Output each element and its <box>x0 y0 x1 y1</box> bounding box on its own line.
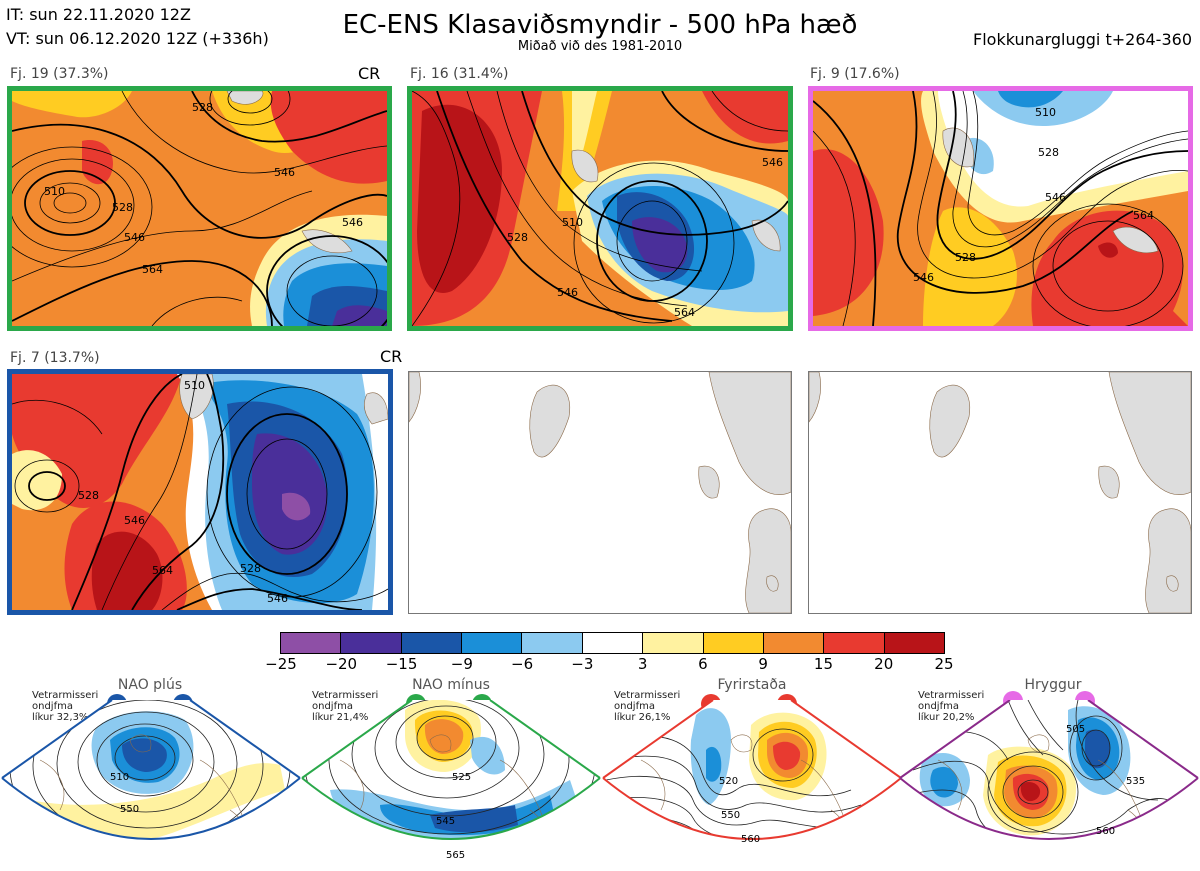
p3-contour-5: 546 <box>913 271 934 284</box>
regime-1-contour-1: 510 <box>110 772 129 783</box>
init-time: IT: sun 22.11.2020 12Z <box>6 5 191 24</box>
regime-2-contour-3: 565 <box>446 850 465 861</box>
p4-contour-3: 564 <box>152 564 173 577</box>
p3-contour-1: 510 <box>1035 106 1056 119</box>
p1-contour-5: 528 <box>192 101 213 114</box>
colorbar-tick-label: −15 <box>385 655 418 673</box>
regime-2-title: NAO mínus <box>412 677 490 693</box>
empty-map-6[interactable] <box>808 371 1192 614</box>
regime-3-map[interactable]: 520 550 560 <box>601 700 903 871</box>
cluster-map-3-graphic: 510 528 546 564 546 528 <box>813 91 1188 326</box>
cluster-window: Flokkunargluggi t+264-360 <box>973 30 1192 49</box>
empty-map-5[interactable] <box>408 371 792 614</box>
regime-3-stat: Vetrarmisseri ondjfma líkur 26,1% <box>614 690 681 723</box>
p3-contour-3: 546 <box>1045 191 1066 204</box>
regime-3-title: Fyrirstaða <box>717 677 787 693</box>
regime-3-contour-1: 520 <box>719 776 738 787</box>
colorbar-tick-label: 6 <box>698 655 708 673</box>
colorbar-segment <box>703 633 764 653</box>
regime-1-stat: Vetrarmisseri ondjfma líkur 32,3% <box>32 690 99 723</box>
colorbar-tick-label: 20 <box>874 655 894 673</box>
regime-3-contour-2: 550 <box>721 810 740 821</box>
p3-contour-2: 528 <box>1038 146 1059 159</box>
regime-2-map[interactable]: 525 545 565 <box>300 700 602 871</box>
p4-contour-6: 510 <box>184 379 205 392</box>
valid-time: VT: sun 06.12.2020 12Z (+336h) <box>6 29 269 48</box>
colorbar-segment <box>582 633 644 653</box>
page-title: EC-ENS Klasaviðsmyndir - 500 hPa hæð <box>342 10 858 40</box>
cluster-map-2-graphic: 528 510 546 546 564 <box>412 91 788 326</box>
regime-1-contour-2: 550 <box>120 804 139 815</box>
panel-3-label: Fj. 9 (17.6%) <box>810 66 900 82</box>
p3-contour-4: 564 <box>1133 209 1154 222</box>
colorbar-segment <box>462 633 523 653</box>
cluster-map-4[interactable]: 528 546 564 528 546 510 <box>7 369 393 615</box>
p2-contour-5: 564 <box>674 306 695 319</box>
regime-2-contour-1: 525 <box>452 772 471 783</box>
colorbar-tick-label: 3 <box>637 655 648 673</box>
p1-contour-6: 510 <box>44 185 65 198</box>
colorbar-tick-label: −6 <box>511 655 534 673</box>
colorbar-segment <box>643 633 704 653</box>
p1-contour-1: 528 <box>112 201 133 214</box>
empty-map-6-graphic <box>809 372 1191 613</box>
panel-1-tag: CR <box>358 64 381 83</box>
cluster-map-3[interactable]: 510 528 546 564 546 528 <box>808 86 1193 331</box>
p4-contour-4: 528 <box>240 562 261 575</box>
p2-contour-1: 528 <box>507 231 528 244</box>
panel-4-label: Fj. 7 (13.7%) <box>10 350 100 366</box>
colorbar-segment <box>522 633 583 653</box>
cluster-map-2[interactable]: 528 510 546 546 564 <box>407 86 793 331</box>
panel-4-tag: CR <box>380 347 403 366</box>
regime-2-contour-2: 545 <box>436 816 455 827</box>
colorbar-tick-label: −3 <box>571 655 594 673</box>
colorbar-segment <box>884 633 944 653</box>
colorbar-segment <box>763 633 825 653</box>
regime-1-map[interactable]: 510 550 <box>0 700 302 871</box>
p1-contour-4: 546 <box>274 166 295 179</box>
p3-contour-6: 528 <box>955 251 976 264</box>
p4-contour-1: 528 <box>78 489 99 502</box>
panel-1-label: Fj. 19 (37.3%) <box>10 66 109 82</box>
colorbar-segment <box>341 633 402 653</box>
cluster-map-1-graphic: 528 546 564 546 528 510 546 <box>12 91 387 326</box>
regime-3-contour-3: 560 <box>741 834 760 845</box>
p4-contour-2: 546 <box>124 514 145 527</box>
empty-map-5-graphic <box>409 372 791 613</box>
colorbar-tick-label: −20 <box>325 655 358 673</box>
cluster-map-1[interactable]: 528 546 564 546 528 510 546 <box>7 86 392 331</box>
regime-1-title: NAO plús <box>117 677 183 693</box>
panel-2-label: Fj. 16 (31.4%) <box>410 66 509 82</box>
colorbar-tick-label: −9 <box>450 655 473 673</box>
page-subtitle: Miðað við des 1981-2010 <box>517 39 683 54</box>
colorbar-tick-label: 9 <box>758 655 768 673</box>
regime-2-stat: Vetrarmisseri ondjfma líkur 21,4% <box>312 690 379 723</box>
regime-4-contour-1: 505 <box>1066 724 1085 735</box>
p2-contour-3: 546 <box>557 286 578 299</box>
colorbar-segment <box>824 633 885 653</box>
p2-contour-2: 510 <box>562 216 583 229</box>
regime-4-stat: Vetrarmisseri ondjfma líkur 20,2% <box>918 690 985 723</box>
colorbar-tick-label: 15 <box>813 655 833 673</box>
regime-4-contour-2: 535 <box>1126 776 1145 787</box>
p1-contour-2: 546 <box>124 231 145 244</box>
p1-contour-3: 564 <box>142 263 163 276</box>
colorbar-segment <box>401 633 463 653</box>
p4-contour-5: 546 <box>267 592 288 605</box>
colorbar-segment <box>281 633 342 653</box>
colorbar-tick-label: −25 <box>265 655 297 673</box>
colorbar <box>280 632 945 654</box>
p1-contour-7: 546 <box>342 216 363 229</box>
colorbar-tick-label: 25 <box>934 655 954 673</box>
regime-4-title: Hryggur <box>1024 677 1082 693</box>
p2-contour-4: 546 <box>762 156 783 169</box>
regime-4-contour-3: 560 <box>1096 826 1115 837</box>
regime-4-map[interactable]: 505 535 560 <box>898 700 1200 871</box>
cluster-map-4-graphic: 528 546 564 528 546 510 <box>12 374 388 610</box>
